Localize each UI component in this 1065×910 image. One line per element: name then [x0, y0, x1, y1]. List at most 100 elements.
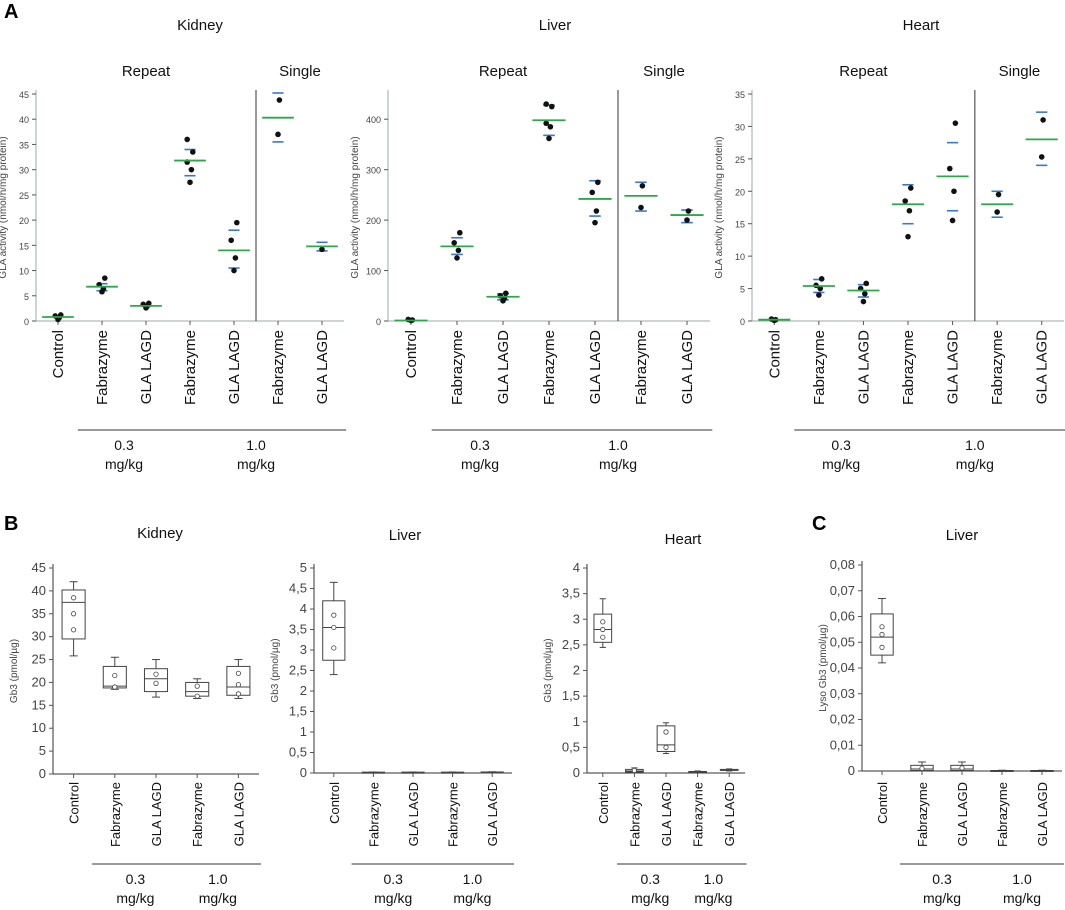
dose-unit-label: mg/kg — [956, 456, 994, 472]
category-label: Fabrazyme — [989, 330, 1006, 405]
chart-title: Heart — [665, 531, 703, 548]
data-point — [817, 285, 824, 292]
data-point — [959, 765, 965, 771]
data-point — [816, 292, 822, 298]
category-label: Fabrazyme — [94, 330, 111, 405]
category-label: GLA LAGD — [659, 782, 674, 846]
data-point — [543, 120, 549, 127]
data-point — [543, 101, 549, 107]
dose-unit-label: mg/kg — [923, 890, 961, 906]
dose-label: 0.3 — [114, 437, 134, 453]
y-tick-label: 0,5 — [289, 745, 307, 760]
y-axis-label: Lyso Gb3 (pmol/µg) — [818, 624, 829, 712]
data-point — [188, 166, 195, 173]
y-tick-label: 0 — [848, 763, 855, 778]
charts-layer: Kidney GLA activity (nmol/h/mg protein) 0 5… — [0, 17, 1065, 906]
section-label: Repeat — [839, 63, 888, 80]
dose-unit-label: mg/kg — [631, 890, 669, 906]
y-tick-label: 10 — [19, 267, 29, 277]
category-label: Fabrazyme — [190, 782, 205, 847]
data-point — [457, 229, 463, 236]
y-tick-label: 5 — [740, 285, 745, 295]
category-label: GLA LAGD — [587, 330, 604, 404]
category-label: Fabrazyme — [270, 330, 287, 405]
data-point — [235, 682, 241, 688]
y-tick-label: 15 — [19, 241, 29, 251]
category-label: Fabrazyme — [446, 782, 461, 847]
y-tick-label: 200 — [366, 216, 381, 226]
category-label: GLA LAGD — [945, 330, 962, 404]
y-tick-label: 30 — [32, 629, 46, 644]
data-point — [184, 136, 190, 143]
data-point — [879, 644, 885, 651]
y-tick-label: 2 — [573, 663, 580, 678]
y-tick-label: 30 — [735, 122, 745, 132]
data-point — [275, 131, 281, 138]
y-tick-label: 20 — [19, 216, 29, 226]
dose-unit-label: mg/kg — [374, 890, 412, 906]
y-tick-label: 0,01 — [830, 737, 855, 752]
chart-B-liver: Liver Gb3 (pmol/µg) 0 0,5 1 1,5 2 2,5 3 3,5 4 4,5 5 C… — [270, 527, 514, 906]
category-label: Fabrazyme — [449, 330, 466, 405]
y-tick-label: 0 — [39, 766, 46, 781]
data-point — [71, 627, 77, 633]
y-axis-label: GLA activity (nmol/h/mg protein) — [0, 136, 9, 278]
category-label: Fabrazyme — [995, 782, 1010, 847]
dose-unit-label: mg/kg — [461, 456, 499, 472]
box-iqr — [143, 668, 169, 693]
data-point — [593, 208, 600, 214]
y-tick-label: 45 — [32, 560, 46, 575]
category-label: Fabrazyme — [627, 782, 642, 847]
data-point — [684, 217, 690, 223]
data-point — [949, 217, 956, 224]
data-point — [863, 280, 870, 287]
data-point — [454, 255, 460, 261]
y-axis-label: GLA activity (nmol/h/mg protein) — [714, 136, 725, 278]
data-point — [71, 611, 77, 617]
panel-letter-a: A — [4, 1, 18, 23]
data-point — [951, 188, 957, 195]
dose-label: 1.0 — [704, 871, 724, 887]
data-point — [276, 97, 283, 103]
category-label: Fabrazyme — [366, 782, 381, 847]
data-point — [234, 219, 240, 226]
y-tick-label: 1,5 — [562, 688, 580, 703]
y-tick-label: 0,08 — [830, 557, 855, 572]
y-tick-label: 1 — [300, 724, 307, 739]
dose-label: 0.3 — [126, 871, 146, 887]
dose-label: 0.3 — [831, 437, 851, 453]
dose-unit-label: mg/kg — [1003, 890, 1041, 906]
y-tick-label: 5 — [39, 743, 46, 758]
data-point — [902, 198, 908, 204]
y-tick-label: 4 — [300, 601, 307, 616]
category-label: Fabrazyme — [811, 330, 828, 405]
data-point — [112, 672, 118, 679]
y-tick-label: 0 — [24, 317, 29, 327]
data-point — [685, 208, 692, 214]
data-point — [146, 300, 152, 307]
data-point — [153, 680, 159, 686]
y-tick-label: 4 — [573, 560, 580, 575]
category-label: GLA LAGD — [138, 330, 155, 404]
chart-A-kidney: Kidney GLA activity (nmol/h/mg protein) 0 5… — [0, 17, 347, 472]
category-label: GLA LAGD — [485, 782, 500, 846]
dose-unit-label: mg/kg — [116, 890, 154, 906]
y-tick-label: 3,5 — [562, 586, 580, 601]
data-point — [497, 292, 504, 299]
category-label: GLA LAGD — [679, 330, 696, 404]
y-tick-label: 10 — [32, 720, 46, 735]
panel-letter-b: B — [4, 513, 18, 535]
category-label: Control — [875, 782, 890, 824]
chart-title: Liver — [946, 527, 979, 544]
data-point — [638, 204, 644, 211]
y-tick-label: 0 — [300, 765, 307, 780]
category-label: Fabrazyme — [108, 782, 123, 847]
category-label: Fabrazyme — [633, 330, 650, 405]
data-point — [818, 276, 825, 282]
chart-B-kidney: Kidney Gb3 (pmol/µg) 0 5 10 15 20 25 30 35 40 45 Con… — [9, 525, 262, 906]
data-point — [451, 240, 458, 246]
y-tick-label: 300 — [366, 166, 381, 176]
data-point — [919, 765, 925, 772]
section-label: Repeat — [122, 63, 171, 80]
y-tick-label: 0,06 — [830, 609, 855, 624]
